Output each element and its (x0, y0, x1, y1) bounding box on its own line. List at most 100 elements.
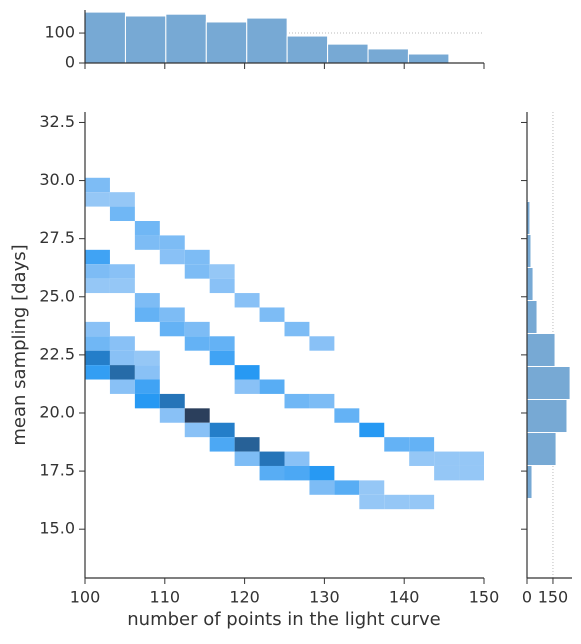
heatmap-cell (409, 495, 434, 509)
heatmap-cell (359, 495, 384, 509)
heatmap-cell (235, 437, 260, 451)
heatmap-cell (110, 279, 135, 293)
heatmap-cell (384, 495, 409, 509)
heatmap-cell (135, 394, 160, 408)
heatmap-cell (260, 466, 285, 480)
heatmap-cell (110, 264, 135, 278)
heatmap-cell (309, 480, 334, 494)
heatmap-cell (235, 452, 260, 466)
heatmap-cell (260, 307, 285, 321)
bar (125, 16, 165, 63)
bar (527, 400, 567, 433)
heatmap-cell (409, 437, 434, 451)
heatmap-cell (260, 380, 285, 394)
heatmap-cell (160, 235, 185, 249)
heatmap-cell (235, 293, 260, 307)
bar (527, 366, 570, 399)
y-tick-label: 22.5 (39, 344, 75, 363)
bar (527, 333, 555, 366)
heatmap-cell (85, 279, 110, 293)
heatmap-cell (260, 452, 285, 466)
heatmap-cell (135, 351, 160, 365)
bar (287, 36, 327, 63)
y-tick-label: 25.0 (39, 286, 75, 305)
heatmap-cell (85, 365, 110, 379)
heatmap-cell (85, 264, 110, 278)
heatmap-cell (110, 351, 135, 365)
bar (527, 433, 556, 466)
heatmap-cell (210, 423, 235, 437)
heatmap-cell (85, 178, 110, 192)
y-tick-label: 27.5 (39, 228, 75, 247)
x-tick-label: 110 (150, 588, 181, 607)
heatmap-cell (309, 394, 334, 408)
x-tick-label: 0 (522, 588, 532, 607)
bar (408, 54, 448, 63)
y-tick-label: 30.0 (39, 170, 75, 189)
heatmap-cell (359, 480, 384, 494)
heatmap-cell (160, 394, 185, 408)
y-axis-label: mean sampling [days] (9, 244, 30, 445)
heatmap-cell (285, 394, 310, 408)
y-tick-label: 32.5 (39, 112, 75, 131)
x-axis-label: number of points in the light curve (127, 609, 441, 630)
heatmap-cell (85, 322, 110, 336)
heatmap-cell (459, 466, 484, 480)
heatmap-cell (185, 322, 210, 336)
bar (85, 12, 125, 63)
heatmap-cell (160, 250, 185, 264)
bar (368, 49, 408, 63)
heatmap-cell (135, 380, 160, 394)
bar (206, 22, 246, 63)
heatmap-cell (185, 408, 210, 422)
heatmap-cell (235, 380, 260, 394)
y-tick-label: 17.5 (39, 461, 75, 480)
heatmap-cell (210, 264, 235, 278)
heatmap-cell (285, 322, 310, 336)
bar (527, 300, 537, 333)
heatmap-cell (210, 437, 235, 451)
heatmap-cell (185, 264, 210, 278)
y-tick-label: 15.0 (39, 519, 75, 538)
heatmap-cell (434, 452, 459, 466)
heatmap-cell (110, 192, 135, 206)
x-tick-label: 100 (70, 588, 101, 607)
heatmap-cell (85, 192, 110, 206)
bar (527, 466, 532, 499)
heatmap-cell (160, 408, 185, 422)
heatmap-cell (309, 466, 334, 480)
bar (166, 14, 206, 63)
heatmap-cell (409, 452, 434, 466)
bar (247, 18, 287, 63)
bar (527, 267, 533, 300)
heatmap-cell (309, 336, 334, 350)
heatmap-cell (85, 351, 110, 365)
heatmap-cell (434, 466, 459, 480)
x-tick-label: 150 (469, 588, 500, 607)
heatmap-cell (160, 307, 185, 321)
y-tick-label: 0 (65, 53, 75, 72)
x-tick-label: 120 (229, 588, 260, 607)
heatmap-cell (185, 336, 210, 350)
heatmap-cell (185, 250, 210, 264)
heatmap-cell (160, 322, 185, 336)
heatmap-cell (210, 336, 235, 350)
heatmap-cell (85, 336, 110, 350)
heatmap-cell (210, 279, 235, 293)
heatmap-cell (135, 293, 160, 307)
heatmap-cell (235, 365, 260, 379)
heatmap-cell (135, 307, 160, 321)
heatmap-cell (110, 207, 135, 221)
heatmap-cell (110, 336, 135, 350)
y-tick-label: 100 (44, 23, 75, 42)
heatmap-cell (85, 250, 110, 264)
bar (328, 44, 368, 63)
x-tick-label: 130 (309, 588, 340, 607)
heatmap-cell (110, 365, 135, 379)
heatmap-cell (185, 423, 210, 437)
heatmap-cell (334, 408, 359, 422)
heatmap-cell (285, 466, 310, 480)
heatmap-cell (135, 221, 160, 235)
